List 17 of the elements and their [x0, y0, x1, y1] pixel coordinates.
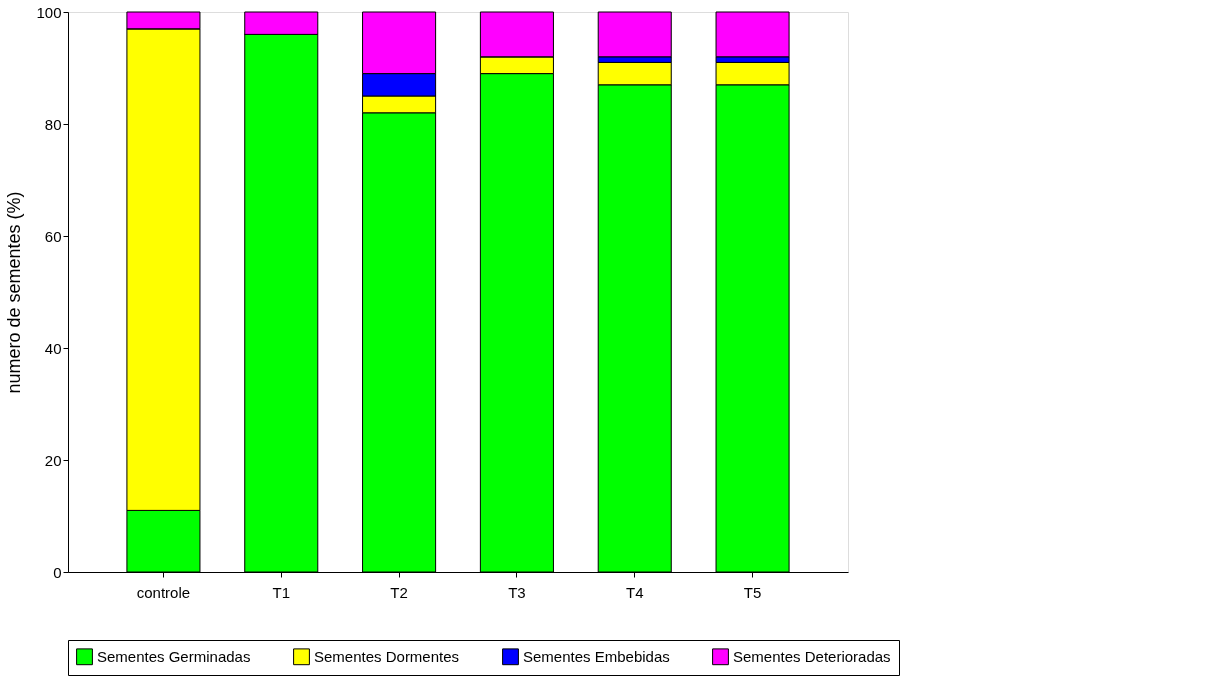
x-tick-label: T1 [272, 583, 291, 601]
y-tick-label: 80 [44, 115, 62, 133]
x-tick-label: controle [136, 583, 191, 601]
legend-label: Sementes Germinadas [97, 647, 251, 665]
y-tick-label: 20 [44, 451, 62, 469]
y-tick-label: 100 [36, 3, 62, 21]
y-tick-label: 0 [53, 563, 62, 581]
legend-label: Sementes Dormentes [314, 647, 460, 665]
y-tick-label: 60 [44, 227, 62, 245]
legend-label: Sementes Embebidas [523, 647, 670, 665]
y-tick-label: 40 [44, 339, 62, 357]
legend-label: Sementes Deterioradas [733, 647, 891, 665]
x-tick-label: T3 [508, 583, 526, 601]
x-tick-label: T2 [390, 583, 408, 601]
x-tick-label: T5 [743, 583, 762, 601]
y-axis-title: numero de sementes (%) [4, 191, 25, 394]
x-tick-label: T4 [625, 583, 644, 601]
